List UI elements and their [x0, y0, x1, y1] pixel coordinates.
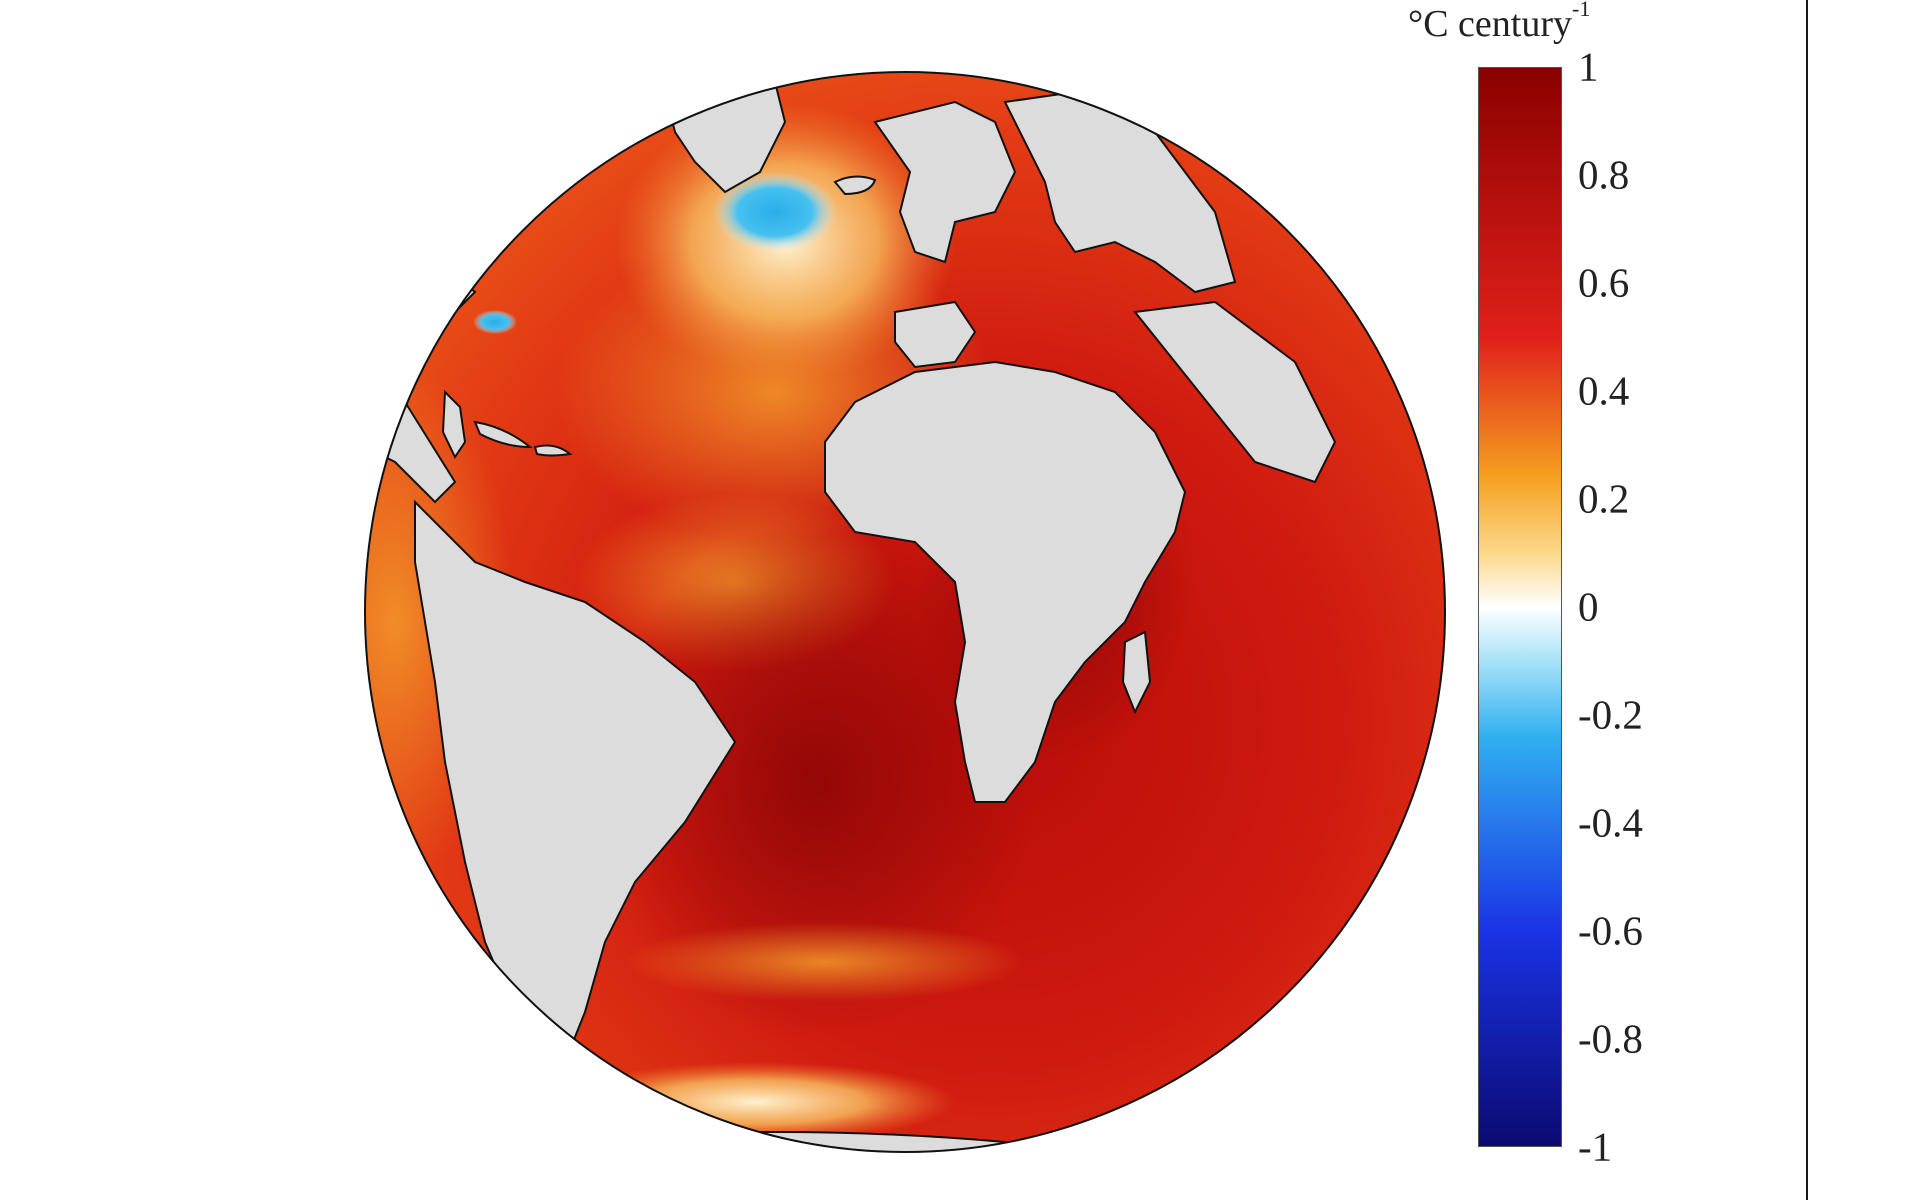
- hispaniola-landmass: [533, 444, 573, 457]
- gulf-stream-cold-spot: [473, 310, 517, 334]
- colorbar-tick-label: 0.4: [1578, 367, 1630, 414]
- middle-east-landmass: [1133, 300, 1337, 484]
- colorbar-tick-label: 0.6: [1578, 259, 1630, 306]
- south-atlantic-dark-patch: [595, 522, 1035, 1042]
- globe-svg: [364, 71, 1446, 1153]
- globe-content: [365, 72, 1445, 1152]
- frame-border: [1806, 0, 1808, 1200]
- florida-landmass: [441, 389, 467, 460]
- colorbar-tick-label: 0: [1578, 583, 1599, 630]
- europe-landmass: [873, 100, 1017, 264]
- colorbar-tick-label: 1: [1578, 43, 1599, 90]
- colorbar-tick-label: -0.8: [1578, 1015, 1643, 1062]
- colorbar-tick-label: -0.6: [1578, 907, 1643, 954]
- colorbar: [1478, 67, 1562, 1147]
- colorbar-unit-text: °C century: [1408, 3, 1572, 45]
- madagascar-landmass: [1121, 630, 1152, 715]
- colorbar-tick-label: -0.2: [1578, 691, 1643, 738]
- cuba-landmass: [473, 420, 533, 449]
- south-america-landmass: [414, 499, 737, 1063]
- africa-landmass: [824, 360, 1187, 803]
- colorbar-tick-label: 0.2: [1578, 475, 1630, 522]
- southern-warm-band: [625, 922, 1025, 1002]
- iceland-landmass: [833, 175, 877, 196]
- colorbar-unit-label: °C century-1: [1408, 0, 1591, 46]
- colorbar-unit-exponent: -1: [1572, 0, 1591, 22]
- colorbar-tick-label: -0.4: [1578, 799, 1643, 846]
- colorbar-tick-label: -1: [1578, 1123, 1613, 1170]
- colorbar-tick-label: 0.8: [1578, 151, 1630, 198]
- globe-map: [355, 62, 1455, 1162]
- cold-blob: [713, 172, 837, 252]
- iberia-landmass: [894, 300, 977, 369]
- globe-outline: [364, 71, 1446, 1153]
